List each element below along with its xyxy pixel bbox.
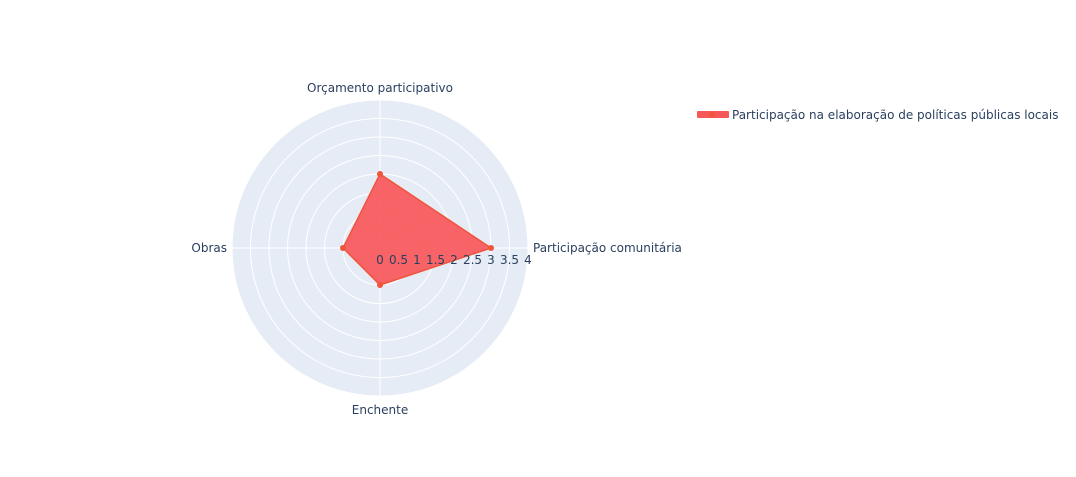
radial-tick-label: 0.5 bbox=[389, 253, 408, 267]
radial-tick-labels: 0 0.5 1 1.5 2 2.5 3 3.5 4 bbox=[376, 253, 532, 267]
series-layer bbox=[340, 171, 494, 288]
angular-axis-label: Obras bbox=[191, 241, 227, 255]
legend-label: Participação na elaboração de políticas … bbox=[732, 108, 1058, 122]
radial-tick-label: 0 bbox=[376, 253, 384, 267]
data-point[interactable] bbox=[377, 171, 383, 177]
radial-tick-label: 1.5 bbox=[426, 253, 445, 267]
radial-tick-label: 2.5 bbox=[463, 253, 482, 267]
angular-axis-label: Participação comunitária bbox=[533, 241, 682, 255]
angular-axis-labels: Participação comunitária Orçamento partic… bbox=[191, 81, 682, 417]
radial-tick-label: 4 bbox=[524, 253, 532, 267]
radial-tick-label: 3.5 bbox=[500, 253, 519, 267]
data-point[interactable] bbox=[488, 245, 494, 251]
legend[interactable]: Participação na elaboração de políticas … bbox=[697, 108, 1058, 122]
angular-axis-label: Enchente bbox=[352, 403, 408, 417]
radial-tick-label: 3 bbox=[487, 253, 495, 267]
data-point[interactable] bbox=[340, 245, 346, 251]
radial-tick-label: 1 bbox=[413, 253, 421, 267]
radial-tick-label: 2 bbox=[450, 253, 458, 267]
angular-axis-label: Orçamento participativo bbox=[307, 81, 453, 95]
data-point[interactable] bbox=[377, 282, 383, 288]
legend-marker bbox=[709, 111, 715, 118]
